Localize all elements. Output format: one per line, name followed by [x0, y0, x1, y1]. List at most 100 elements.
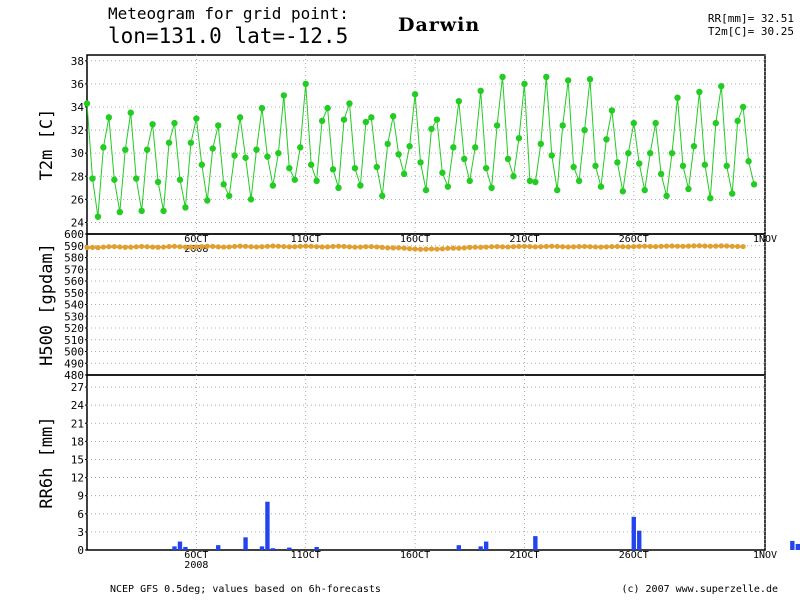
h500-point [259, 244, 265, 250]
t2m-point [340, 116, 348, 123]
h500-ytick-label: 520 [64, 322, 84, 335]
t2m-point [455, 97, 463, 105]
h500-point [625, 244, 631, 250]
t2m-point [510, 173, 517, 180]
t2m-point [143, 146, 151, 153]
t2m-point [597, 183, 605, 190]
h500-ytick-label: 590 [64, 240, 84, 253]
h500-point [193, 244, 199, 250]
h500-ytick-label: 490 [64, 357, 84, 370]
t2m-point [165, 139, 173, 146]
h500-point [357, 244, 363, 250]
t2m-xtick-label: 11OCT [291, 234, 321, 245]
header-city: Darwin [398, 14, 481, 36]
t2m-point [723, 162, 730, 170]
rr6h-bar [216, 545, 221, 550]
t2m-series-line [86, 76, 755, 217]
t2m-point [236, 114, 244, 121]
h500-point [417, 246, 424, 252]
t2m-point [450, 144, 457, 151]
h500-point [735, 243, 741, 250]
rr6h-ytick-label: 15 [71, 453, 84, 466]
h500-point [527, 243, 533, 250]
rr6h-bar [243, 537, 248, 550]
t2m-ytick-label: 38 [71, 55, 84, 68]
h500-point [133, 244, 139, 250]
t2m-point [428, 125, 435, 133]
h500-point [412, 246, 418, 252]
t2m-point [422, 186, 430, 194]
h500-point [521, 243, 528, 249]
h500-point [560, 244, 566, 250]
h500-point [221, 244, 227, 250]
h500-point [335, 243, 342, 249]
t2m-point [171, 119, 178, 127]
t2m-point [477, 87, 484, 95]
t2m-point [368, 114, 375, 121]
t2m-point [411, 91, 419, 98]
rr6h-xtick-label: 1NOV [753, 550, 777, 561]
h500-point [182, 244, 189, 250]
t2m-point [220, 181, 227, 188]
h500-point [297, 243, 303, 249]
t2m-point [734, 117, 741, 125]
t2m-point [357, 182, 364, 189]
t2m-point [373, 163, 380, 171]
rr6h-xtick-year: 2008 [184, 560, 208, 571]
t2m-point [586, 76, 594, 83]
rr6h-bar [183, 546, 188, 550]
h500-point [368, 243, 374, 250]
h500-point [139, 243, 145, 250]
rr6h-ytick-label: 18 [71, 435, 84, 448]
t2m-point [346, 100, 353, 107]
h500-point [696, 243, 702, 249]
h500-point [341, 243, 347, 250]
h500-panel [84, 233, 766, 376]
h500-point [84, 244, 90, 251]
t2m-point [258, 104, 266, 112]
h500-point [707, 243, 713, 249]
h500-point [587, 244, 593, 250]
t2m-point [406, 143, 413, 150]
h500-point [264, 243, 271, 249]
h500-point [642, 243, 648, 249]
h500-point [308, 243, 314, 249]
t2m-point [302, 80, 309, 88]
h500-point [111, 243, 117, 250]
t2m-point [515, 134, 523, 142]
rr6h-bar [790, 540, 795, 550]
rr6h-ytick-label: 6 [77, 508, 84, 521]
t2m-ylabel: T2m [C] [37, 109, 57, 181]
h500-point [729, 243, 735, 249]
h500-point [718, 243, 724, 249]
t2m-point [389, 113, 397, 120]
t2m-point [313, 177, 320, 185]
h500-point [565, 244, 571, 250]
h500-point [199, 243, 205, 250]
t2m-point [400, 170, 408, 178]
t2m-point [231, 152, 238, 159]
t2m-point [461, 155, 468, 163]
t2m-ytick-label: 30 [71, 147, 84, 160]
t2m-point [160, 207, 167, 215]
t2m-point [739, 103, 747, 111]
rr6h-ytick-label: 0 [77, 544, 84, 557]
t2m-point [707, 195, 714, 202]
rr6h-bar [795, 543, 800, 550]
rr6h-bar [456, 545, 461, 550]
h500-point [499, 244, 506, 250]
t2m-point [225, 192, 233, 200]
h500-point [478, 244, 484, 250]
t2m-point [204, 197, 211, 204]
t2m-point [526, 177, 534, 185]
h500-point [592, 244, 599, 250]
rr6h-bar [265, 501, 270, 550]
h500-point [281, 243, 287, 250]
h500-ytick-label: 540 [64, 299, 84, 312]
h500-ytick-label: 510 [64, 334, 84, 347]
rr6h-xtick-label: 16OCT [400, 550, 430, 561]
t2m-point [133, 175, 140, 182]
t2m-point [488, 184, 495, 192]
header-t2m-mean: T2m[C]= 30.25 [707, 25, 794, 38]
